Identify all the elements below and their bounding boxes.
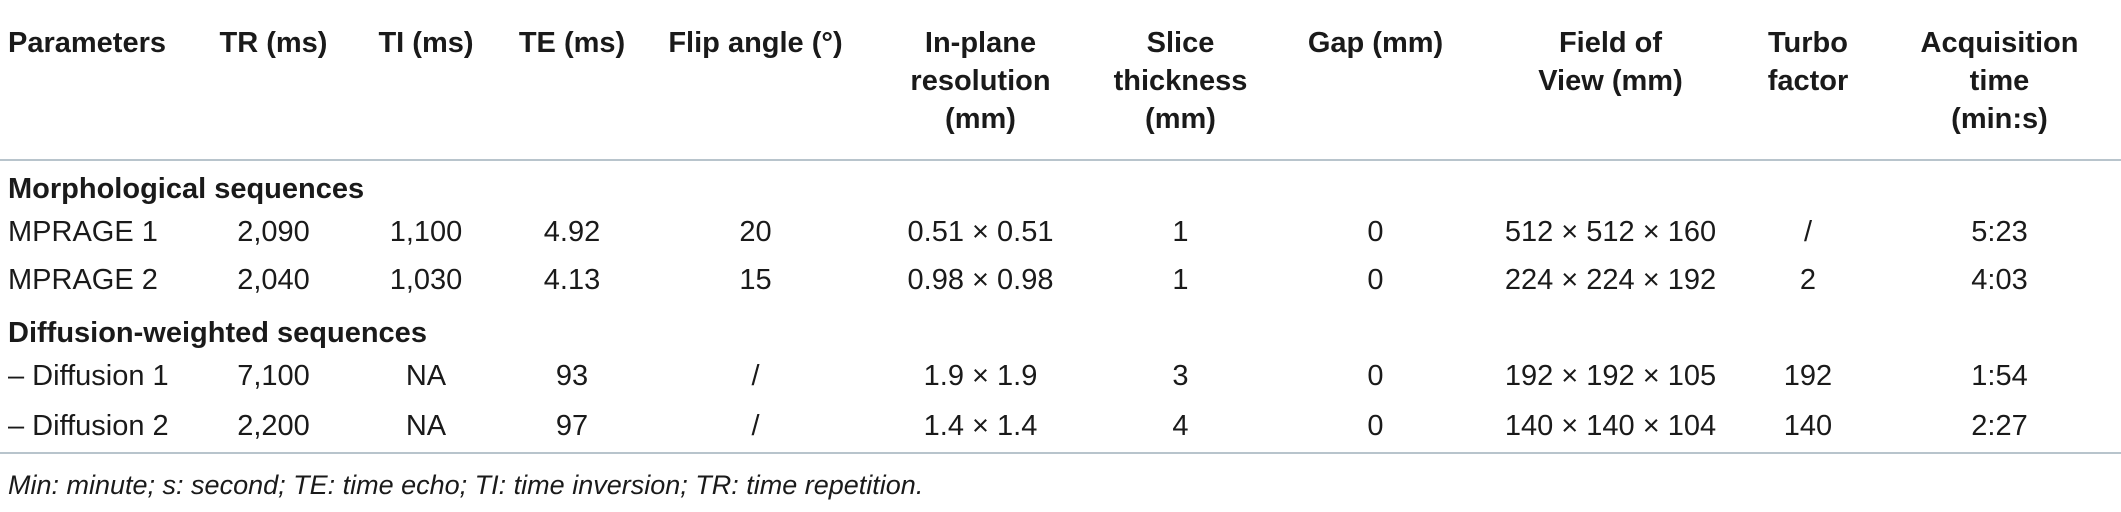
- table-cell: 0: [1367, 216, 1384, 248]
- table-row: MPRAGE 2 2,040 1,030 4.13 15 0.98 × 0.98…: [0, 256, 2121, 304]
- header-flip-angle: Flip angle (°): [643, 0, 868, 161]
- table-row: – Diffusion 2 2,200 NA 97 / 1.4 × 1.4 4 …: [0, 400, 2121, 454]
- table-cell: 0.51 × 0.51: [907, 216, 1054, 248]
- table-cell: 0: [1367, 360, 1384, 392]
- table-cell: 1: [1172, 264, 1189, 296]
- section-row-morphological: Morphological sequences: [0, 160, 2121, 208]
- table-cell: 15: [739, 264, 772, 296]
- table-cell: 93: [555, 360, 589, 392]
- parameters-table-container: Parameters TR (ms) TI (ms) TE (ms) Flip …: [0, 0, 2121, 454]
- table-cell: 2,200: [196, 400, 351, 454]
- table-cell: 2: [1799, 264, 1817, 296]
- table-cell: 1: [1172, 216, 1189, 248]
- table-cell: 1:54: [1971, 360, 2028, 392]
- table-cell: 5:23: [1971, 216, 2028, 248]
- table-cell: 1.9 × 1.9: [923, 360, 1038, 392]
- table-cell: 4.13: [543, 264, 601, 296]
- header-field-of-view: Field of View (mm): [1483, 0, 1738, 161]
- table-cell: 20: [739, 216, 772, 248]
- table-cell: 0: [1367, 264, 1384, 296]
- header-turbo-factor: Turbo factor: [1738, 0, 1878, 161]
- section-title: Morphological sequences: [8, 173, 365, 205]
- table-cell: 0.98 × 0.98: [907, 264, 1054, 296]
- header-in-plane-resolution: In-plane resolution (mm): [868, 0, 1093, 161]
- table-cell: 512 × 512 × 160: [1504, 216, 1717, 248]
- table-cell: 2,040: [237, 264, 310, 296]
- table-row: MPRAGE 1 2,090 1,100 4.92 20 0.51 × 0.51…: [0, 208, 2121, 256]
- header-acquisition-time: Acquisition time (min:s): [1878, 0, 2121, 161]
- table-cell: MPRAGE 1: [8, 216, 158, 248]
- table-cell: MPRAGE 2: [8, 264, 158, 296]
- table-cell: 1,030: [389, 264, 463, 296]
- section-row-diffusion: Diffusion-weighted sequences: [0, 304, 2121, 352]
- table-cell: 2,090: [237, 216, 310, 248]
- table-cell: 4.92: [543, 216, 601, 248]
- table-cell: 224 × 224 × 192: [1504, 264, 1717, 296]
- table-cell: 4:03: [1971, 264, 2028, 296]
- table-cell: NA: [405, 360, 447, 392]
- table-cell: /: [751, 360, 760, 392]
- table-cell: /: [643, 400, 868, 454]
- header-tr: TR (ms): [196, 0, 351, 161]
- table-cell: 140: [1738, 400, 1878, 454]
- header-row: Parameters TR (ms) TI (ms) TE (ms) Flip …: [0, 0, 2121, 161]
- table-cell: NA: [351, 400, 501, 454]
- section-title: Diffusion-weighted sequences: [8, 317, 427, 349]
- table-cell: 4: [1093, 400, 1268, 454]
- header-parameters: Parameters: [0, 0, 196, 161]
- table-cell: 192 × 192 × 105: [1504, 360, 1717, 392]
- table-cell: 0: [1268, 400, 1483, 454]
- table-cell: 140 × 140 × 104: [1483, 400, 1738, 454]
- table-cell: 192: [1783, 360, 1833, 392]
- table-cell: 7,100: [237, 360, 310, 392]
- table-cell: 1.4 × 1.4: [868, 400, 1093, 454]
- header-ti: TI (ms): [351, 0, 501, 161]
- table-cell: – Diffusion 1: [8, 360, 169, 392]
- table-cell: 97: [501, 400, 643, 454]
- table-cell: 2:27: [1878, 400, 2121, 454]
- table-cell: 1,100: [389, 216, 463, 248]
- header-gap: Gap (mm): [1268, 0, 1483, 161]
- table-cell: /: [1803, 216, 1813, 248]
- table-cell: – Diffusion 2: [0, 400, 196, 454]
- table-footnote: Min: minute; s: second; TE: time echo; T…: [8, 470, 924, 500]
- header-slice-thickness: Slice thickness (mm): [1093, 0, 1268, 161]
- header-te: TE (ms): [501, 0, 643, 161]
- table-cell: 3: [1172, 360, 1189, 392]
- table-row: – Diffusion 1 7,100 NA 93 / 1.9 × 1.9 3 …: [0, 352, 2121, 400]
- mri-parameters-table: Parameters TR (ms) TI (ms) TE (ms) Flip …: [0, 0, 2121, 454]
